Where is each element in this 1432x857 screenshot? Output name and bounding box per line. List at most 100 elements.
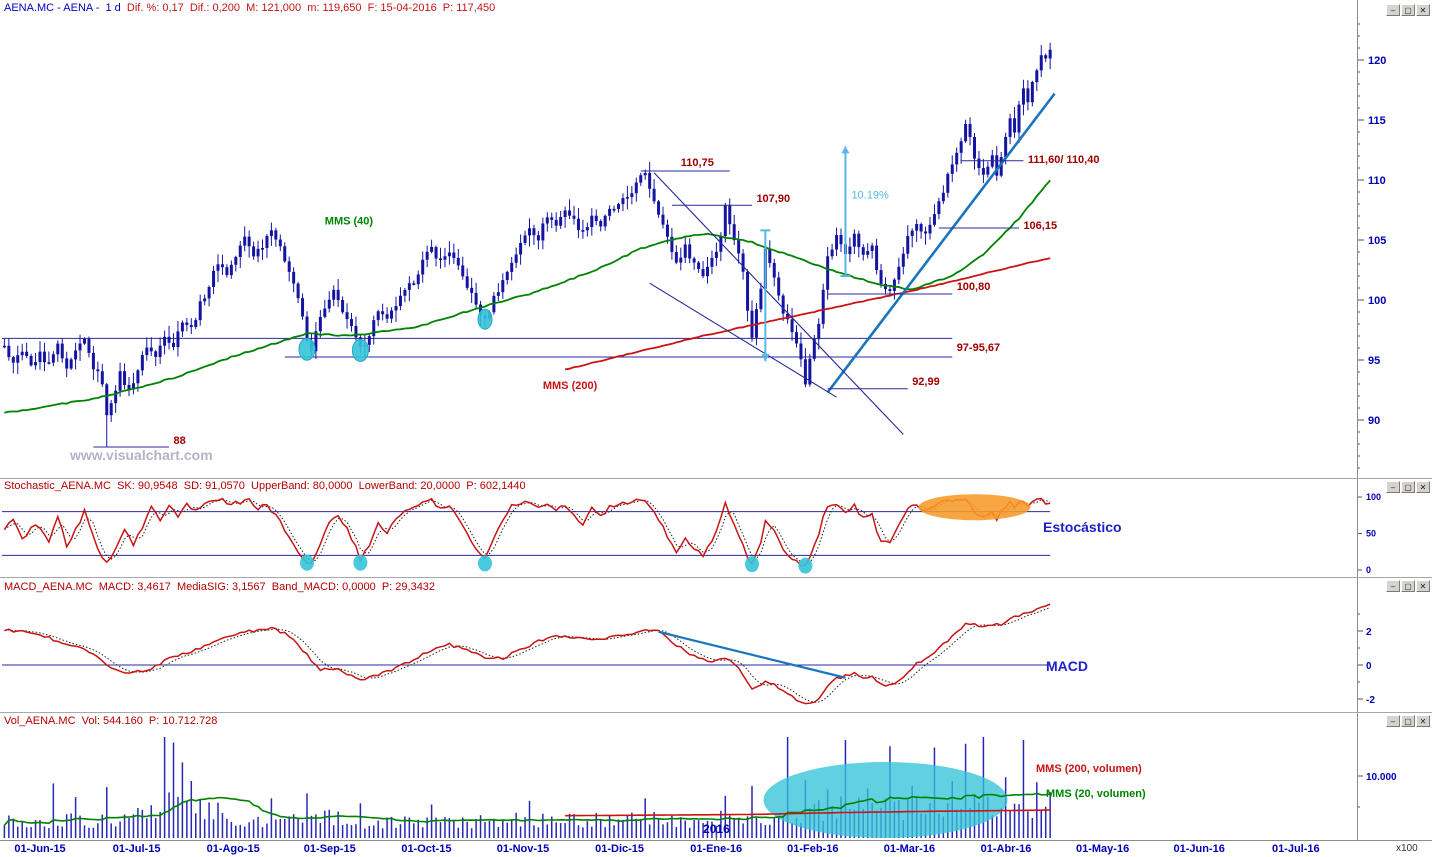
candle-body bbox=[412, 283, 416, 285]
panel-divider[interactable] bbox=[0, 478, 1432, 479]
candle-body bbox=[821, 289, 825, 324]
window-close-button[interactable]: ✕ bbox=[1416, 4, 1430, 16]
candle-body bbox=[919, 223, 923, 232]
volume-scale[interactable] bbox=[1358, 713, 1432, 840]
chart-annotation-text: 2 bbox=[1366, 627, 1372, 638]
candle-body bbox=[950, 164, 954, 174]
candle-body bbox=[772, 262, 776, 278]
candle-body bbox=[350, 319, 353, 326]
candle-body bbox=[590, 215, 594, 227]
candle-body bbox=[456, 257, 460, 266]
candle-body bbox=[176, 331, 180, 348]
price-scale[interactable] bbox=[1358, 20, 1432, 478]
candle-body bbox=[87, 339, 91, 353]
trendline bbox=[649, 282, 837, 398]
candle-body bbox=[69, 359, 73, 369]
volume-maximize-button[interactable]: ▢ bbox=[1401, 715, 1415, 727]
chart-annotation-text: 95 bbox=[1368, 355, 1380, 367]
candle-body bbox=[1030, 82, 1034, 103]
candle-body bbox=[287, 261, 291, 272]
candle-body bbox=[981, 168, 985, 175]
candle-body bbox=[301, 298, 305, 317]
candle-body bbox=[688, 244, 692, 259]
candle-body bbox=[345, 312, 349, 320]
candle-body bbox=[185, 322, 189, 326]
candle-body bbox=[977, 158, 981, 169]
candle-body bbox=[385, 314, 389, 319]
candle-body bbox=[1013, 118, 1017, 133]
candle-body bbox=[243, 236, 247, 246]
quote-stats: Dif. %: 0,17 Dif.: 0,200 M: 121,000 m: 1… bbox=[126, 2, 496, 14]
panel-divider[interactable] bbox=[0, 712, 1432, 713]
highlight-ellipse bbox=[477, 308, 493, 330]
candle-body bbox=[123, 371, 127, 385]
candle-body bbox=[790, 319, 794, 333]
candle-body bbox=[532, 228, 536, 236]
candle-body bbox=[964, 123, 968, 142]
window-minimize-button[interactable]: – bbox=[1386, 4, 1400, 16]
candle-body bbox=[545, 217, 549, 224]
stochastic-scale[interactable] bbox=[1358, 479, 1432, 577]
candle-body bbox=[1026, 88, 1030, 103]
x-axis-label: 01-Jul-16 bbox=[1271, 843, 1320, 855]
trendline bbox=[826, 92, 1056, 394]
volume-minimize-button[interactable]: – bbox=[1386, 715, 1400, 727]
x-axis[interactable]: 01-Jun-15 01-Jul-15 01-Ago-15 01-Sep-15 01-O… bbox=[0, 840, 1432, 857]
candle-body bbox=[594, 215, 598, 222]
stochastic-minimize-button[interactable]: – bbox=[1386, 481, 1400, 493]
candle-body bbox=[1035, 70, 1039, 83]
macd-minimize-button[interactable]: – bbox=[1386, 580, 1400, 592]
candle-body bbox=[932, 214, 936, 225]
stochastic-close-button[interactable]: ✕ bbox=[1416, 481, 1430, 493]
candle-body bbox=[452, 252, 456, 258]
arrow-up-icon bbox=[841, 146, 850, 154]
volume-header: Vol_AENA.MC Vol: 544.160 P: 10.712.728 bbox=[4, 715, 218, 727]
mms40-line bbox=[4, 179, 1051, 414]
candle-body bbox=[924, 231, 928, 234]
candle-body bbox=[937, 201, 941, 215]
volume-close-button[interactable]: ✕ bbox=[1416, 715, 1430, 727]
candle-body bbox=[741, 253, 745, 272]
candle-body bbox=[238, 245, 242, 257]
candle-body bbox=[674, 252, 678, 263]
candle-body bbox=[661, 214, 665, 225]
candle-body bbox=[973, 137, 976, 159]
volume-mms200-line bbox=[565, 809, 1051, 817]
candle-body bbox=[158, 345, 162, 357]
chart-annotation-text: 110 bbox=[1368, 175, 1386, 187]
panel-divider[interactable] bbox=[0, 577, 1432, 578]
candle-body bbox=[261, 247, 264, 250]
window-maximize-button[interactable]: ▢ bbox=[1401, 4, 1415, 16]
candle-body bbox=[892, 279, 896, 291]
candle-body bbox=[563, 210, 567, 217]
chart-annotation-text: 111,60/ 110,40 bbox=[1028, 154, 1100, 166]
stochastic-maximize-button[interactable]: ▢ bbox=[1401, 481, 1415, 493]
candle-body bbox=[808, 358, 812, 385]
candle-body bbox=[706, 266, 709, 277]
stochastic-panel-controls: – ▢ ✕ bbox=[1386, 481, 1430, 493]
candle-body bbox=[848, 246, 852, 255]
x-axis-label: 01-May-16 bbox=[1075, 843, 1130, 855]
macd-close-button[interactable]: ✕ bbox=[1416, 580, 1430, 592]
candle-body bbox=[995, 155, 999, 176]
volume-unit-label: x100 bbox=[1396, 843, 1418, 854]
candle-body bbox=[327, 299, 331, 309]
candle-body bbox=[795, 332, 798, 344]
macd-maximize-button[interactable]: ▢ bbox=[1401, 580, 1415, 592]
candle-body bbox=[746, 271, 750, 311]
candle-body bbox=[915, 223, 919, 231]
candle-body bbox=[505, 271, 509, 281]
candle-body bbox=[901, 253, 905, 267]
candle-body bbox=[341, 300, 345, 313]
candle-body bbox=[470, 287, 474, 293]
candle-body bbox=[550, 217, 554, 220]
candle-body bbox=[149, 347, 153, 352]
macd-scale[interactable] bbox=[1358, 578, 1432, 712]
candle-body bbox=[283, 246, 287, 262]
candle-body bbox=[665, 224, 669, 237]
chart-annotation-text: 10.000 bbox=[1366, 772, 1397, 783]
chart-annotation-text: 0 bbox=[1366, 565, 1371, 575]
symbol-title: AENA.MC - AENA bbox=[4, 2, 93, 14]
chart-annotation-text: Estocástico bbox=[1043, 519, 1122, 535]
